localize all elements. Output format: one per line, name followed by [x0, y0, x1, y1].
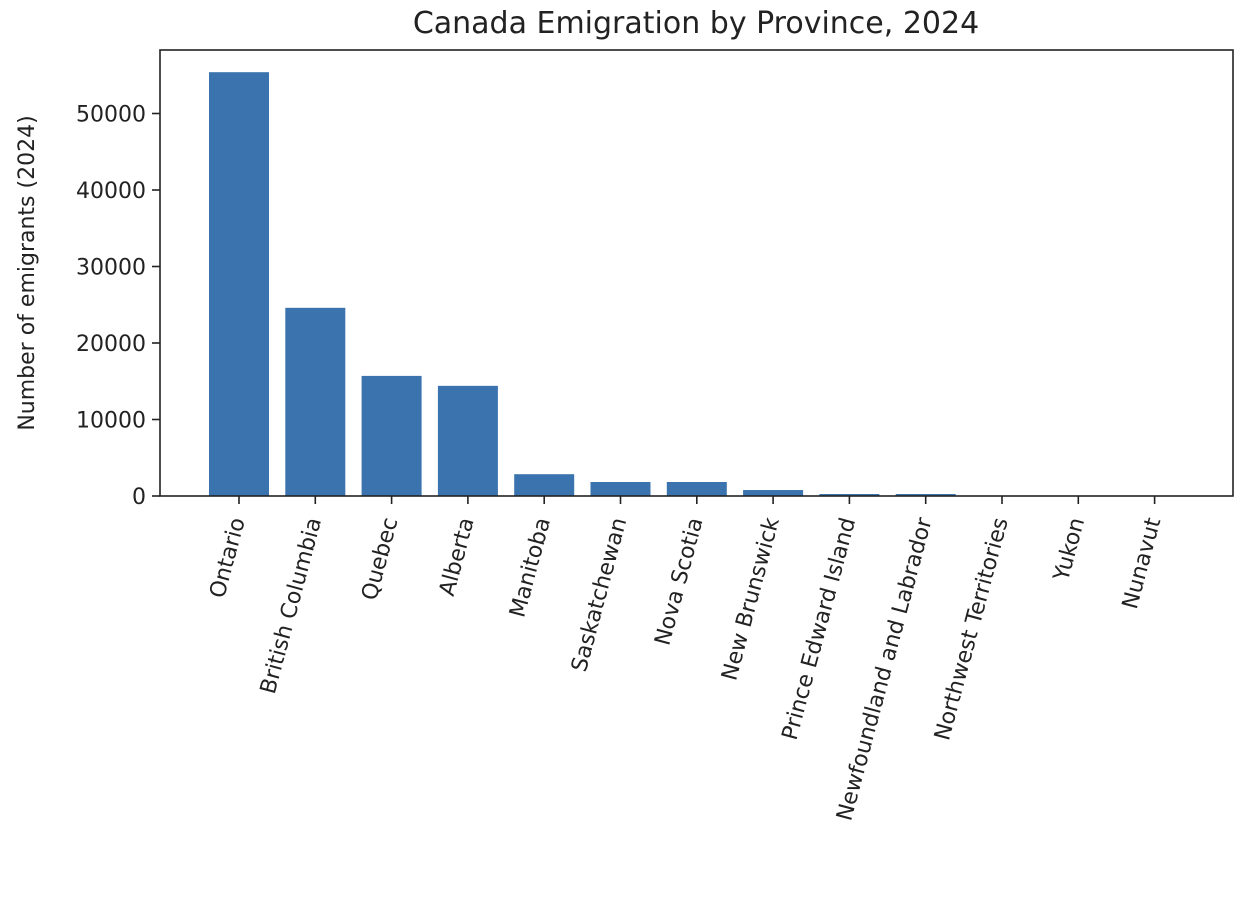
x-tick-label: Prince Edward Island	[778, 515, 861, 743]
chart-title: Canada Emigration by Province, 2024	[413, 6, 979, 41]
bar-british-columbia	[285, 307, 346, 496]
y-tick-label: 50000	[76, 103, 146, 128]
x-tick-label: New Brunswick	[717, 515, 785, 683]
bar-saskatchewan	[590, 482, 651, 496]
x-tick-label: Alberta	[435, 515, 480, 599]
x-tick-label: Saskatchewan	[567, 515, 632, 674]
x-tick-label: Yukon	[1049, 515, 1090, 584]
x-tick-label: Nova Scotia	[651, 515, 709, 648]
x-tick-label: Northwest Territories	[930, 515, 1014, 743]
bar-new-brunswick	[743, 490, 804, 496]
bar-newfoundland-and-labrador	[895, 494, 956, 496]
bar-quebec	[361, 375, 422, 496]
y-axis-label: Number of emigrants (2024)	[15, 115, 40, 430]
bar-alberta	[437, 385, 498, 496]
y-tick-label: 0	[132, 485, 146, 510]
x-tick-label: British Columbia	[256, 515, 327, 697]
bar-prince-edward-island	[819, 494, 880, 496]
x-tick-label: Quebec	[357, 515, 403, 603]
y-tick-label: 10000	[76, 409, 146, 434]
x-tick-label: Manitoba	[505, 515, 556, 620]
y-tick-label: 20000	[76, 332, 146, 357]
plot-frame	[159, 49, 1234, 497]
x-tick-label: Ontario	[205, 515, 250, 601]
bar-manitoba	[514, 474, 575, 496]
y-tick-label: 30000	[76, 256, 146, 281]
bar-nova-scotia	[666, 482, 727, 496]
bar-ontario	[209, 72, 269, 496]
x-tick-label: Nunavut	[1118, 515, 1166, 612]
y-tick-label: 40000	[76, 179, 146, 204]
